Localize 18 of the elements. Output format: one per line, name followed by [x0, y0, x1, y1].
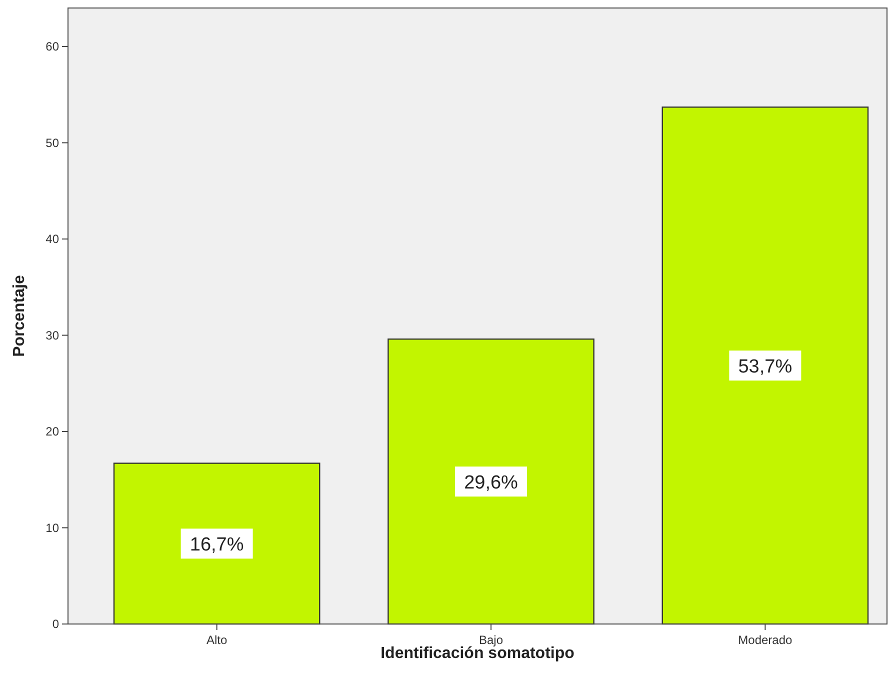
y-axis-title: Porcentaje [11, 274, 28, 357]
y-tick-label: 40 [46, 232, 60, 246]
y-tick-label: 20 [46, 424, 60, 438]
x-tick-label: Alto [206, 633, 228, 647]
data-label: 53,7% [738, 356, 792, 378]
bar [662, 106, 869, 625]
y-tick-label: 50 [46, 136, 60, 150]
x-axis-title: Identificación somatotipo [380, 645, 575, 662]
data-label: 29,6% [464, 472, 518, 494]
y-tick-label: 0 [52, 617, 60, 631]
y-tick-label: 30 [46, 328, 60, 342]
bar [113, 462, 320, 625]
data-label: 16,7% [190, 534, 244, 556]
y-tick-label: 10 [46, 520, 60, 535]
x-tick-label: Moderado [738, 633, 793, 647]
x-tick-label: Bajo [478, 633, 504, 647]
y-tick-label: 60 [46, 40, 60, 54]
bar [388, 338, 594, 625]
